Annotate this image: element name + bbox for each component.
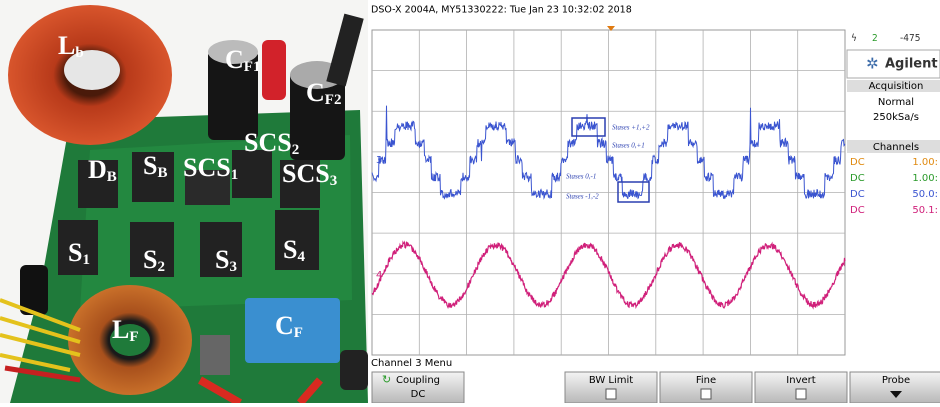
status-text: 2 xyxy=(872,33,878,44)
label-text: C xyxy=(275,311,294,340)
channel-marker: 3 xyxy=(376,155,382,166)
label-text: SCS xyxy=(183,153,231,182)
button-checkbox xyxy=(606,389,616,399)
component-label: SCS3 xyxy=(282,159,337,189)
label-subscript: b xyxy=(75,45,83,61)
button-value: DC xyxy=(411,389,426,400)
button-label: BW Limit xyxy=(589,375,633,386)
label-subscript: 1 xyxy=(231,167,239,183)
label-subscript: F xyxy=(129,329,138,345)
label-subscript: 2 xyxy=(157,259,165,275)
brand: Agilent xyxy=(885,57,938,72)
sample-rate: 250kSa/s xyxy=(873,112,919,123)
annotation: Stases 0,+1 xyxy=(612,142,645,150)
label-subscript: 2 xyxy=(292,142,300,158)
panel-title: Acquisition xyxy=(869,81,924,92)
status-text: ϟ xyxy=(851,33,857,44)
label-text: S xyxy=(215,245,229,274)
menu-title: Channel 3 Menu xyxy=(371,358,452,369)
label-subscript: B xyxy=(107,169,117,185)
label-text: L xyxy=(58,31,75,60)
status-text: -475 xyxy=(900,33,920,44)
channel-coupling: DC xyxy=(850,205,865,216)
label-subscript: F1 xyxy=(244,59,261,75)
label-text: SCS xyxy=(282,159,330,188)
label-subscript: 3 xyxy=(229,259,237,275)
button-label: Invert xyxy=(786,375,815,386)
channel-scale: 50.0: xyxy=(912,189,938,200)
label-subscript: F xyxy=(294,325,303,341)
channel-coupling: DC xyxy=(850,157,865,168)
channel-scale: 50.1: xyxy=(912,205,938,216)
label-subscript: F2 xyxy=(325,92,342,108)
component-label: SCS1 xyxy=(183,153,238,183)
button-label: Probe xyxy=(882,375,910,386)
label-text: C xyxy=(306,78,325,107)
label-text: SCS xyxy=(244,128,292,157)
label-text: S xyxy=(283,235,297,264)
annotation: Stases 0,-1 xyxy=(566,173,596,181)
button-icon: ↻ xyxy=(382,373,391,386)
brand-icon: ✲ xyxy=(866,55,879,73)
pcb-photo xyxy=(0,0,368,403)
label-text: C xyxy=(225,45,244,74)
label-subscript: 4 xyxy=(297,249,305,265)
label-text: D xyxy=(88,155,107,184)
component-label: SCS2 xyxy=(244,128,299,158)
button-label: Fine xyxy=(696,375,716,386)
label-text: S xyxy=(143,245,157,274)
button-label: Coupling xyxy=(396,375,440,386)
figure: LbCF1CF2SCS2DBSBSCS1SCS3S1S2S3S4LFCF DSO… xyxy=(0,0,940,403)
label-subscript: 3 xyxy=(330,173,338,189)
acquisition-mode: Normal xyxy=(878,97,914,108)
panel-title: Channels xyxy=(873,142,919,153)
label-subscript: 1 xyxy=(82,252,90,268)
label-text: S xyxy=(143,151,157,180)
label-text: L xyxy=(112,315,129,344)
channel-scale: 1.00: xyxy=(912,157,938,168)
scope-header: DSO-X 2004A, MY51330222: Tue Jan 23 10:3… xyxy=(371,5,632,16)
label-text: S xyxy=(68,238,82,267)
annotation: Stases -1,-2 xyxy=(566,193,599,201)
label-subscript: B xyxy=(157,165,167,181)
channel-coupling: DC xyxy=(850,189,865,200)
annotation: Stases +1,+2 xyxy=(612,124,650,132)
channel-marker: 4 xyxy=(376,270,382,281)
button-checkbox xyxy=(701,389,711,399)
button-checkbox xyxy=(796,389,806,399)
channel-coupling: DC xyxy=(850,173,865,184)
channel-scale: 1.00: xyxy=(912,173,938,184)
